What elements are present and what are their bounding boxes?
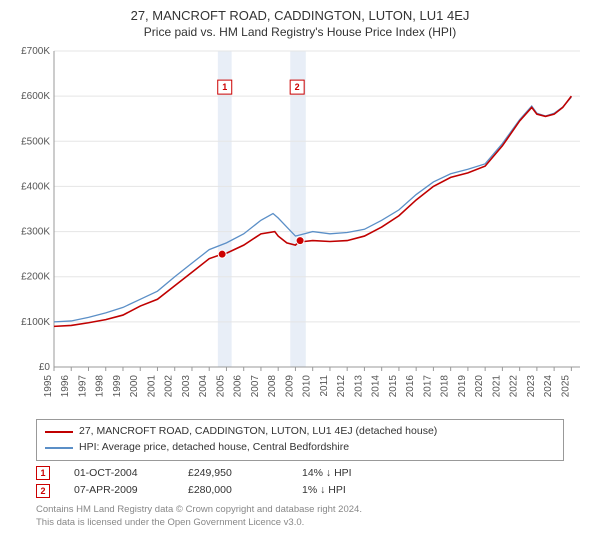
chart-area: £0 £100K £200K £300K £400K £500K £600K £700K 199…: [12, 43, 588, 413]
svg-text:2025: 2025: [560, 375, 571, 398]
svg-text:1998: 1998: [95, 375, 106, 398]
svg-text:£300K: £300K: [21, 227, 50, 238]
legend-label: 27, MANCROFT ROAD, CADDINGTON, LUTON, LU…: [79, 424, 437, 440]
line-chart: £0 £100K £200K £300K £400K £500K £600K £700K 199…: [12, 43, 588, 413]
transaction-date: 01-OCT-2004: [74, 465, 164, 483]
svg-text:2004: 2004: [198, 375, 209, 398]
footer-line: This data is licensed under the Open Gov…: [36, 517, 564, 529]
svg-text:2017: 2017: [422, 375, 433, 398]
svg-text:2020: 2020: [474, 375, 485, 398]
footer-line: Contains HM Land Registry data © Crown c…: [36, 504, 564, 516]
svg-text:2009: 2009: [284, 375, 295, 398]
svg-text:2021: 2021: [491, 375, 502, 398]
svg-text:2016: 2016: [405, 375, 416, 398]
svg-text:2023: 2023: [526, 375, 537, 398]
svg-text:2018: 2018: [440, 375, 451, 398]
svg-text:2006: 2006: [233, 375, 244, 398]
svg-text:2007: 2007: [250, 375, 261, 398]
transaction-date: 07-APR-2009: [74, 482, 164, 500]
legend-item: 27, MANCROFT ROAD, CADDINGTON, LUTON, LU…: [45, 424, 555, 440]
svg-text:£0: £0: [39, 362, 51, 373]
svg-text:2002: 2002: [164, 375, 175, 398]
legend-swatch: [45, 431, 73, 433]
svg-text:2022: 2022: [509, 375, 520, 398]
svg-text:2003: 2003: [181, 375, 192, 398]
chart-container: 27, MANCROFT ROAD, CADDINGTON, LUTON, LU…: [0, 0, 600, 560]
svg-text:2013: 2013: [353, 375, 364, 398]
svg-text:£200K: £200K: [21, 272, 50, 283]
transaction-price: £249,950: [188, 465, 278, 483]
transaction-diff: 14% ↓ HPI: [302, 465, 392, 483]
svg-text:1995: 1995: [43, 375, 54, 398]
svg-text:£700K: £700K: [21, 46, 50, 57]
svg-text:2024: 2024: [543, 375, 554, 398]
marker-icon: 1: [36, 466, 50, 480]
transaction-table: 1 01-OCT-2004 £249,950 14% ↓ HPI 2 07-AP…: [36, 465, 564, 501]
svg-text:1996: 1996: [60, 375, 71, 398]
svg-text:2000: 2000: [129, 375, 140, 398]
svg-text:2012: 2012: [336, 375, 347, 398]
marker-icon: 2: [36, 484, 50, 498]
svg-text:2005: 2005: [215, 375, 226, 398]
svg-text:£100K: £100K: [21, 317, 50, 328]
legend-swatch: [45, 447, 73, 449]
transaction-diff: 1% ↓ HPI: [302, 482, 392, 500]
legend: 27, MANCROFT ROAD, CADDINGTON, LUTON, LU…: [36, 419, 564, 461]
chart-subtitle: Price paid vs. HM Land Registry's House …: [12, 25, 588, 39]
table-row: 2 07-APR-2009 £280,000 1% ↓ HPI: [36, 482, 564, 500]
svg-text:2001: 2001: [146, 375, 157, 398]
svg-text:2010: 2010: [302, 375, 313, 398]
footer: Contains HM Land Registry data © Crown c…: [36, 504, 564, 529]
svg-text:2008: 2008: [267, 375, 278, 398]
svg-text:2: 2: [295, 82, 300, 92]
svg-text:£400K: £400K: [21, 181, 50, 192]
legend-label: HPI: Average price, detached house, Cent…: [79, 440, 349, 456]
legend-item: HPI: Average price, detached house, Cent…: [45, 440, 555, 456]
table-row: 1 01-OCT-2004 £249,950 14% ↓ HPI: [36, 465, 564, 483]
svg-text:1: 1: [222, 82, 227, 92]
transaction-price: £280,000: [188, 482, 278, 500]
svg-text:2019: 2019: [457, 375, 468, 398]
svg-text:1997: 1997: [77, 375, 88, 398]
svg-text:£500K: £500K: [21, 136, 50, 147]
svg-text:1999: 1999: [112, 375, 123, 398]
svg-text:2015: 2015: [388, 375, 399, 398]
chart-title: 27, MANCROFT ROAD, CADDINGTON, LUTON, LU…: [12, 8, 588, 23]
svg-text:£600K: £600K: [21, 91, 50, 102]
svg-text:2011: 2011: [319, 375, 330, 397]
svg-text:2014: 2014: [371, 375, 382, 398]
